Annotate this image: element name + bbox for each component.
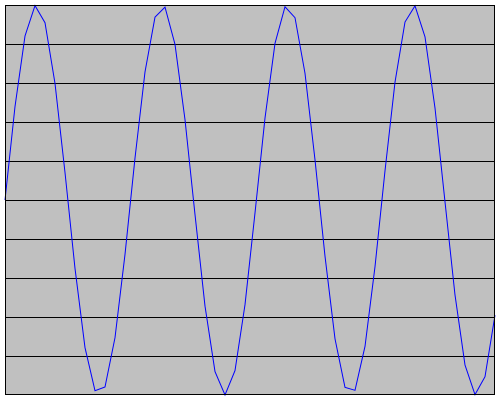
plot-area-border	[5, 5, 495, 395]
series-line	[4, 4, 496, 397]
